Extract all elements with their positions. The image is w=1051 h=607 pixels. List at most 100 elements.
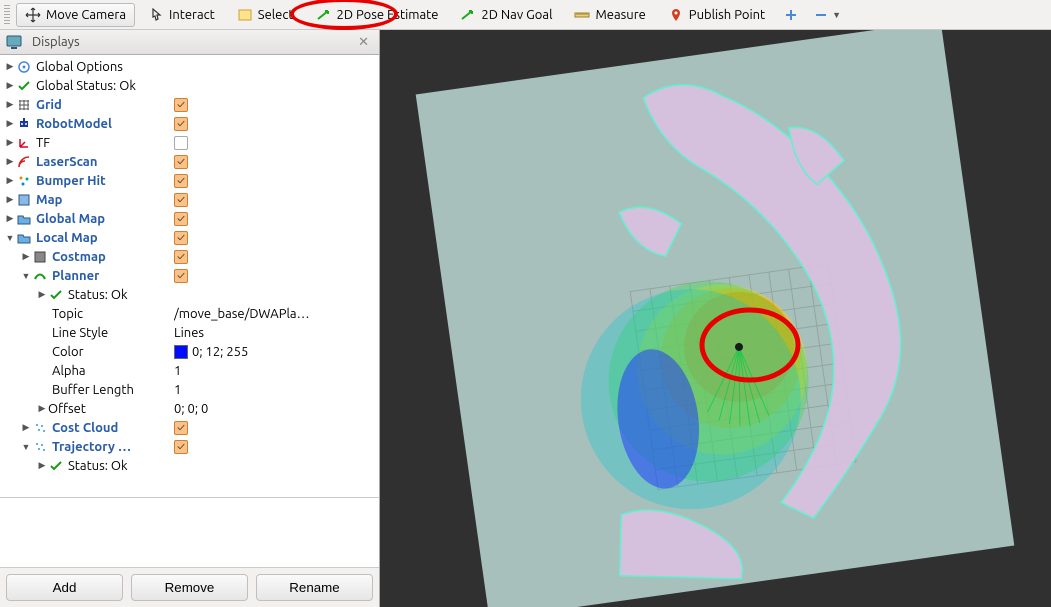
prop-label: Alpha xyxy=(52,364,86,378)
expander-icon[interactable]: ▶ xyxy=(4,99,16,111)
tree-item-global-options[interactable]: ▶ Global Options xyxy=(0,57,379,76)
expander-icon[interactable]: ▼ xyxy=(20,441,32,453)
add-tool-button[interactable] xyxy=(778,3,804,27)
expander-icon[interactable]: ▶ xyxy=(4,213,16,225)
map-icon xyxy=(16,192,32,208)
expander-icon[interactable]: ▶ xyxy=(36,289,48,301)
tree-item-traj-status[interactable]: ▶ Status: Ok xyxy=(0,456,379,475)
expander-icon[interactable]: ▶ xyxy=(20,422,32,434)
tree-item-robotmodel[interactable]: ▶ RobotModel ✓ xyxy=(0,114,379,133)
expander-icon[interactable]: ▶ xyxy=(4,194,16,206)
folder-icon xyxy=(16,211,32,227)
checkbox[interactable]: ✓ xyxy=(174,212,188,226)
publish-point-icon xyxy=(668,7,684,23)
label: LaserScan xyxy=(36,155,97,169)
expander-icon[interactable]: ▶ xyxy=(4,61,16,73)
tree-item-map[interactable]: ▶ Map ✓ xyxy=(0,190,379,209)
expander-icon[interactable]: ▶ xyxy=(4,156,16,168)
tree-item-cost-cloud[interactable]: ▶ Cost Cloud ✓ xyxy=(0,418,379,437)
3d-view[interactable] xyxy=(380,30,1051,607)
checkbox[interactable]: ✓ xyxy=(174,193,188,207)
bumper-icon xyxy=(16,173,32,189)
pointcloud-icon xyxy=(32,439,48,455)
tree-item-planner-status[interactable]: ▶ Status: Ok xyxy=(0,285,379,304)
expander-icon[interactable]: ▶ xyxy=(36,460,48,472)
prop-value: /move_base/DWAPla… xyxy=(174,307,310,321)
expander-icon[interactable]: ▶ xyxy=(20,251,32,263)
add-button[interactable]: Add xyxy=(6,574,123,601)
tree-item-costmap[interactable]: ▶ Costmap ✓ xyxy=(0,247,379,266)
tree-item-planner[interactable]: ▼ Planner ✓ xyxy=(0,266,379,285)
close-panel-button[interactable]: ✕ xyxy=(354,35,373,50)
tree-item-local-map[interactable]: ▼ Local Map ✓ xyxy=(0,228,379,247)
tree-prop-planner-topic[interactable]: Topic /move_base/DWAPla… xyxy=(0,304,379,323)
expander-icon[interactable]: ▶ xyxy=(4,137,16,149)
rename-button[interactable]: Rename xyxy=(256,574,373,601)
move-camera-button[interactable]: Move Camera xyxy=(16,3,135,27)
displays-tree[interactable]: ▶ Global Options ▶ Global Status: Ok ▶ xyxy=(0,55,379,497)
select-icon xyxy=(237,7,253,23)
costmap-icon xyxy=(32,249,48,265)
tree-item-grid[interactable]: ▶ Grid ✓ xyxy=(0,95,379,114)
nav-goal-label: 2D Nav Goal xyxy=(481,8,552,22)
expander-icon[interactable]: ▼ xyxy=(20,270,32,282)
remove-tool-button[interactable]: ▼ xyxy=(808,3,846,27)
label: Status: Ok xyxy=(68,288,128,302)
minus-icon xyxy=(813,7,829,23)
tree-item-trajectory[interactable]: ▼ Trajectory … ✓ xyxy=(0,437,379,456)
tree-item-global-status[interactable]: ▶ Global Status: Ok xyxy=(0,76,379,95)
check-icon xyxy=(16,78,32,94)
displays-icon xyxy=(6,34,22,50)
checkbox[interactable]: ✓ xyxy=(174,155,188,169)
tree-item-global-map[interactable]: ▶ Global Map ✓ xyxy=(0,209,379,228)
prop-value: 1 xyxy=(174,364,181,378)
checkbox[interactable]: ✓ xyxy=(174,250,188,264)
expander-icon[interactable]: ▶ xyxy=(4,80,16,92)
checkbox[interactable]: ✓ xyxy=(174,98,188,112)
3d-view-canvas xyxy=(380,30,1051,607)
tree-item-laserscan[interactable]: ▶ LaserScan ✓ xyxy=(0,152,379,171)
prop-value: Lines xyxy=(174,326,204,340)
toolbar-handle[interactable] xyxy=(4,5,10,25)
checkbox[interactable]: ✓ xyxy=(174,421,188,435)
label: Global Options xyxy=(36,60,123,74)
label: Grid xyxy=(36,98,62,112)
laser-icon xyxy=(16,154,32,170)
tree-prop-planner-offset[interactable]: ▶ Offset 0; 0; 0 xyxy=(0,399,379,418)
prop-label: Buffer Length xyxy=(52,383,134,397)
tree-prop-planner-linestyle[interactable]: Line Style Lines xyxy=(0,323,379,342)
tree-item-bumper-hit[interactable]: ▶ Bumper Hit ✓ xyxy=(0,171,379,190)
pose-estimate-button[interactable]: 2D Pose Estimate xyxy=(307,3,448,27)
tree-prop-planner-buflen[interactable]: Buffer Length 1 xyxy=(0,380,379,399)
checkbox[interactable]: ✓ xyxy=(174,269,188,283)
expander-icon[interactable]: ▼ xyxy=(4,232,16,244)
folder-icon xyxy=(16,230,32,246)
checkbox[interactable]: ✓ xyxy=(174,440,188,454)
measure-label: Measure xyxy=(595,8,645,22)
checkbox[interactable]: ✓ xyxy=(174,117,188,131)
tree-prop-planner-alpha[interactable]: Alpha 1 xyxy=(0,361,379,380)
publish-point-label: Publish Point xyxy=(689,8,765,22)
displays-panel: Displays ✕ ▶ Global Options ▶ Global Sta… xyxy=(0,30,380,607)
prop-label: Offset xyxy=(48,402,86,416)
checkbox[interactable] xyxy=(174,136,188,150)
nav-goal-button[interactable]: 2D Nav Goal xyxy=(451,3,561,27)
tf-icon xyxy=(16,135,32,151)
publish-point-button[interactable]: Publish Point xyxy=(659,3,774,27)
expander-icon[interactable]: ▶ xyxy=(4,118,16,130)
color-swatch xyxy=(174,345,188,359)
remove-button[interactable]: Remove xyxy=(131,574,248,601)
tree-item-tf[interactable]: ▶ TF xyxy=(0,133,379,152)
interact-button[interactable]: Interact xyxy=(139,3,224,27)
checkbox[interactable]: ✓ xyxy=(174,231,188,245)
measure-button[interactable]: Measure xyxy=(565,3,654,27)
interact-label: Interact xyxy=(169,8,215,22)
checkbox[interactable]: ✓ xyxy=(174,174,188,188)
expander-icon[interactable]: ▶ xyxy=(4,175,16,187)
select-button[interactable]: Select xyxy=(228,3,303,27)
tree-prop-planner-color[interactable]: Color 0; 12; 255 xyxy=(0,342,379,361)
select-label: Select xyxy=(258,8,294,22)
main-split: Displays ✕ ▶ Global Options ▶ Global Sta… xyxy=(0,30,1051,607)
move-camera-icon xyxy=(25,7,41,23)
expander-icon[interactable]: ▶ xyxy=(36,403,48,415)
